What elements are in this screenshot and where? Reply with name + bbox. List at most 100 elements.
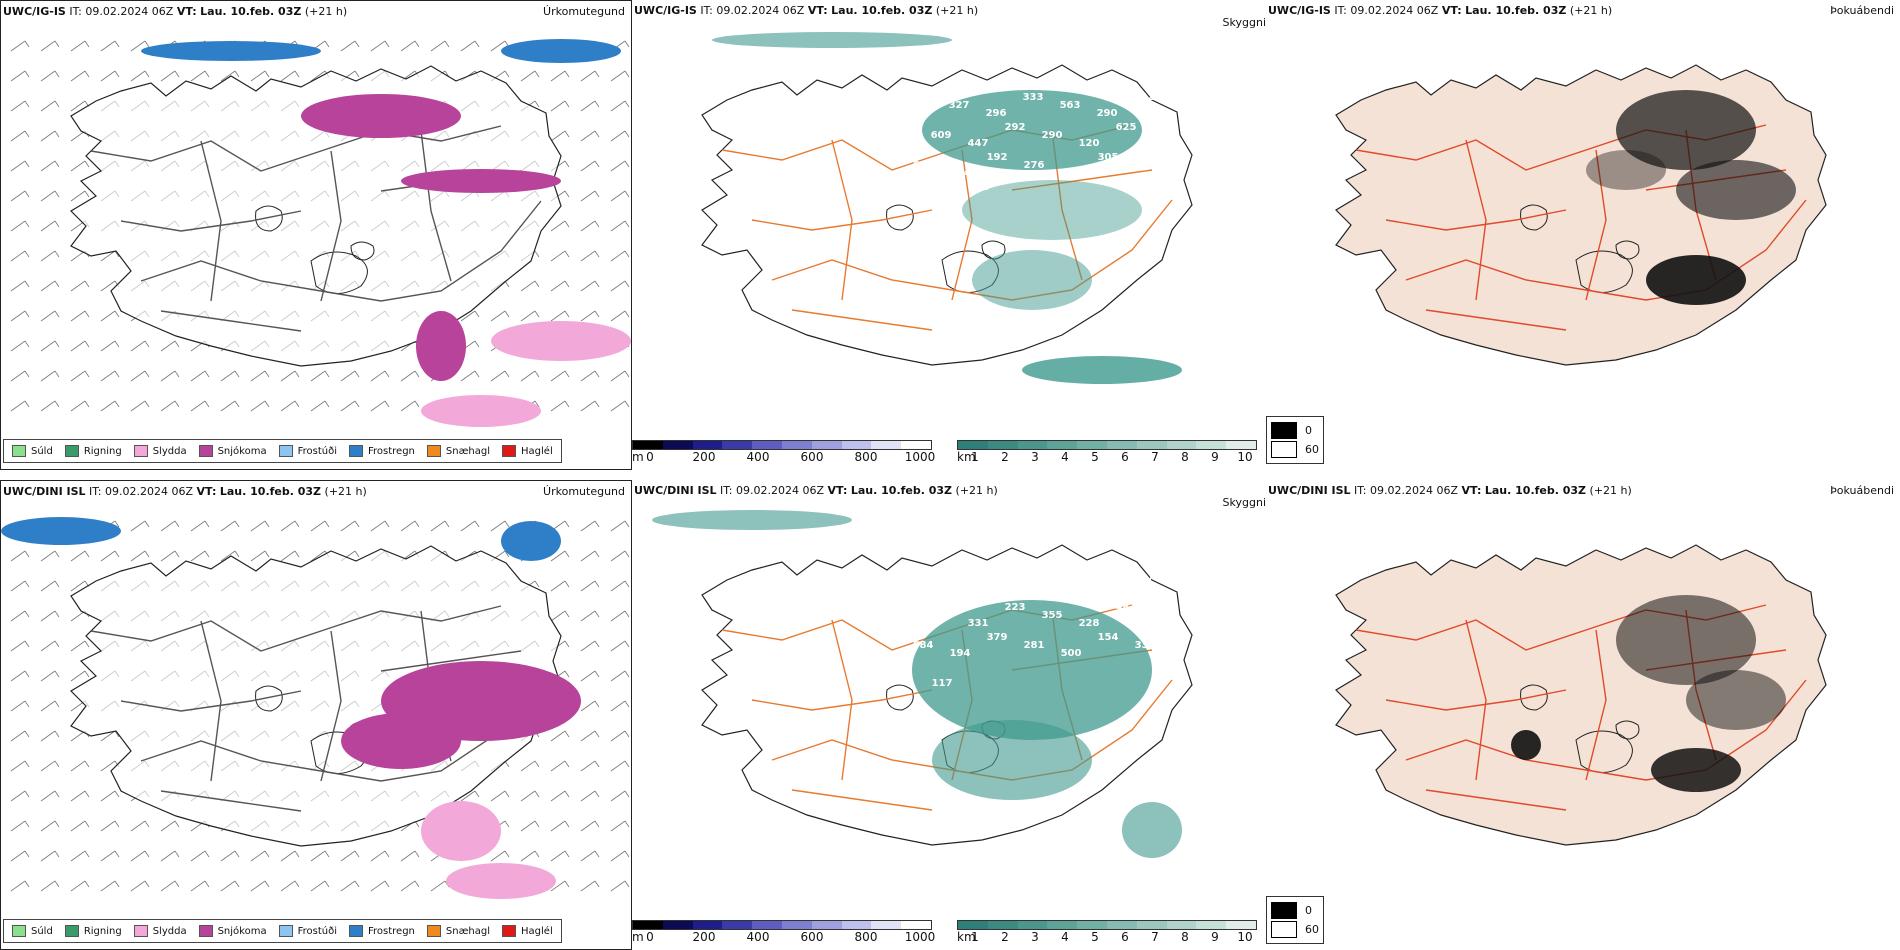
height-label: 228 xyxy=(1079,618,1100,629)
wind-barb xyxy=(10,880,30,892)
wind-barb xyxy=(610,280,630,292)
wind-barb xyxy=(580,580,600,592)
colorbar-tick: 400 xyxy=(746,930,770,944)
wind-barb xyxy=(70,760,90,772)
panel-header: UWC/IG-IS IT: 09.02.2024 06Z VT: Lau. 10… xyxy=(634,4,979,17)
colorbar-tick: 9 xyxy=(1211,450,1219,464)
road-line xyxy=(1405,199,1807,301)
wind-barb xyxy=(130,550,150,562)
visibility-map: 161 106 379 323 129 485 397 262 331 223 355 228 483 6… xyxy=(652,510,1193,858)
wind-barb xyxy=(490,310,510,322)
road-line xyxy=(200,140,222,302)
fog-legend: 0 60 xyxy=(1266,416,1324,464)
glacier-outline xyxy=(1520,684,1548,711)
wind-barb xyxy=(220,550,240,562)
wind-barb xyxy=(610,760,630,772)
legend-swatch xyxy=(12,925,26,937)
colorbar-segment xyxy=(871,441,902,449)
wind-barb xyxy=(40,100,60,112)
wind-barb xyxy=(580,520,600,532)
legend-item-haglel: Haglél xyxy=(502,445,553,457)
glacier-outline xyxy=(255,685,283,712)
colorbar-segment xyxy=(752,921,782,929)
wind-barb xyxy=(100,400,120,412)
wind-barb xyxy=(340,520,360,532)
wind-barb xyxy=(10,100,30,112)
colorbar-segment xyxy=(633,921,663,929)
wind-barb xyxy=(520,790,540,802)
wind-barb xyxy=(430,520,450,532)
wind-barb xyxy=(610,400,630,412)
fog-area xyxy=(1616,595,1756,685)
height-label: 625 xyxy=(1116,122,1137,133)
visibility-panel: UWC/DINI ISL IT: 09.02.2024 06Z VT: Lau.… xyxy=(632,480,1266,950)
colorbar-segment xyxy=(1106,921,1137,929)
wind-barb xyxy=(460,520,480,532)
wind-barb xyxy=(550,370,570,382)
wind-barb xyxy=(70,40,90,52)
fog-legend-row: 0 xyxy=(1271,902,1319,919)
wind-barb xyxy=(70,310,90,322)
fog-legend-swatch xyxy=(1271,441,1297,458)
colorbar-tick: 600 xyxy=(800,450,824,464)
weather-area xyxy=(1122,802,1182,858)
wind-barb xyxy=(40,340,60,352)
wind-barb xyxy=(160,850,180,862)
height-label: 106 xyxy=(949,580,970,591)
fog-legend-swatch xyxy=(1271,921,1297,938)
wind-barb xyxy=(400,40,420,52)
wind-barb xyxy=(130,880,150,892)
wind-barb xyxy=(160,550,180,562)
height-label: 290 xyxy=(1042,130,1063,141)
road-line xyxy=(320,150,342,302)
weather-area xyxy=(912,600,1152,740)
road-line xyxy=(120,210,302,232)
road-line xyxy=(1011,169,1153,191)
legend-item-snaehagl: Snæhagl xyxy=(426,445,490,457)
height-label: 191 xyxy=(1135,160,1156,171)
wind-barb xyxy=(10,580,30,592)
road-line xyxy=(1425,309,1567,331)
wind-barb xyxy=(580,70,600,82)
weather-area xyxy=(501,39,621,63)
glacier-outline xyxy=(1520,204,1548,231)
colorbar-tick: 0 xyxy=(646,450,654,464)
legend-swatch xyxy=(64,445,79,457)
wind-barb xyxy=(100,880,120,892)
height-label: 262 xyxy=(931,610,952,621)
panel-title: Skyggni xyxy=(1222,16,1266,29)
colorbar-segment xyxy=(722,441,753,449)
height-label: 942 xyxy=(1134,92,1155,103)
precip-legend: Súld Rigning Slydda Snjókoma Frostúði Frostre… xyxy=(3,439,562,463)
wind-barb xyxy=(40,550,60,562)
colorbar-tick: 1 xyxy=(971,930,979,944)
visibility-colorbar: km 1 2 3 4 5 6 7 8 9 10 xyxy=(957,440,1257,464)
colorbar-tick: 9 xyxy=(1211,930,1219,944)
road-line xyxy=(160,790,302,812)
legend-label: Snæhagl xyxy=(445,925,491,937)
colorbar-tick: 5 xyxy=(1091,450,1099,464)
colorbar-tick: 7 xyxy=(1151,450,1159,464)
road-line xyxy=(1405,679,1807,781)
wind-barb xyxy=(520,70,540,82)
fog-map xyxy=(1335,64,1827,366)
wind-barb xyxy=(10,280,30,292)
road-line xyxy=(1585,629,1607,781)
wind-barb xyxy=(40,610,60,622)
weather-area xyxy=(712,32,952,48)
glacier-outline xyxy=(350,241,375,261)
wind-barb xyxy=(310,880,330,892)
legend-label: Slydda xyxy=(152,925,187,937)
colorbar-strip xyxy=(632,440,932,450)
colorbar-tick: 2 xyxy=(1001,450,1009,464)
wind-barb xyxy=(100,70,120,82)
legend-item-sudd: Súld xyxy=(12,445,53,457)
colorbar-segment xyxy=(633,441,663,449)
wind-barb xyxy=(610,580,630,592)
legend-swatch xyxy=(502,925,517,937)
wind-barb xyxy=(220,370,240,382)
height-label: 223 xyxy=(1005,602,1026,613)
wind-barb xyxy=(10,400,30,412)
colorbar-segment xyxy=(1226,921,1256,929)
wind-barb xyxy=(460,370,480,382)
